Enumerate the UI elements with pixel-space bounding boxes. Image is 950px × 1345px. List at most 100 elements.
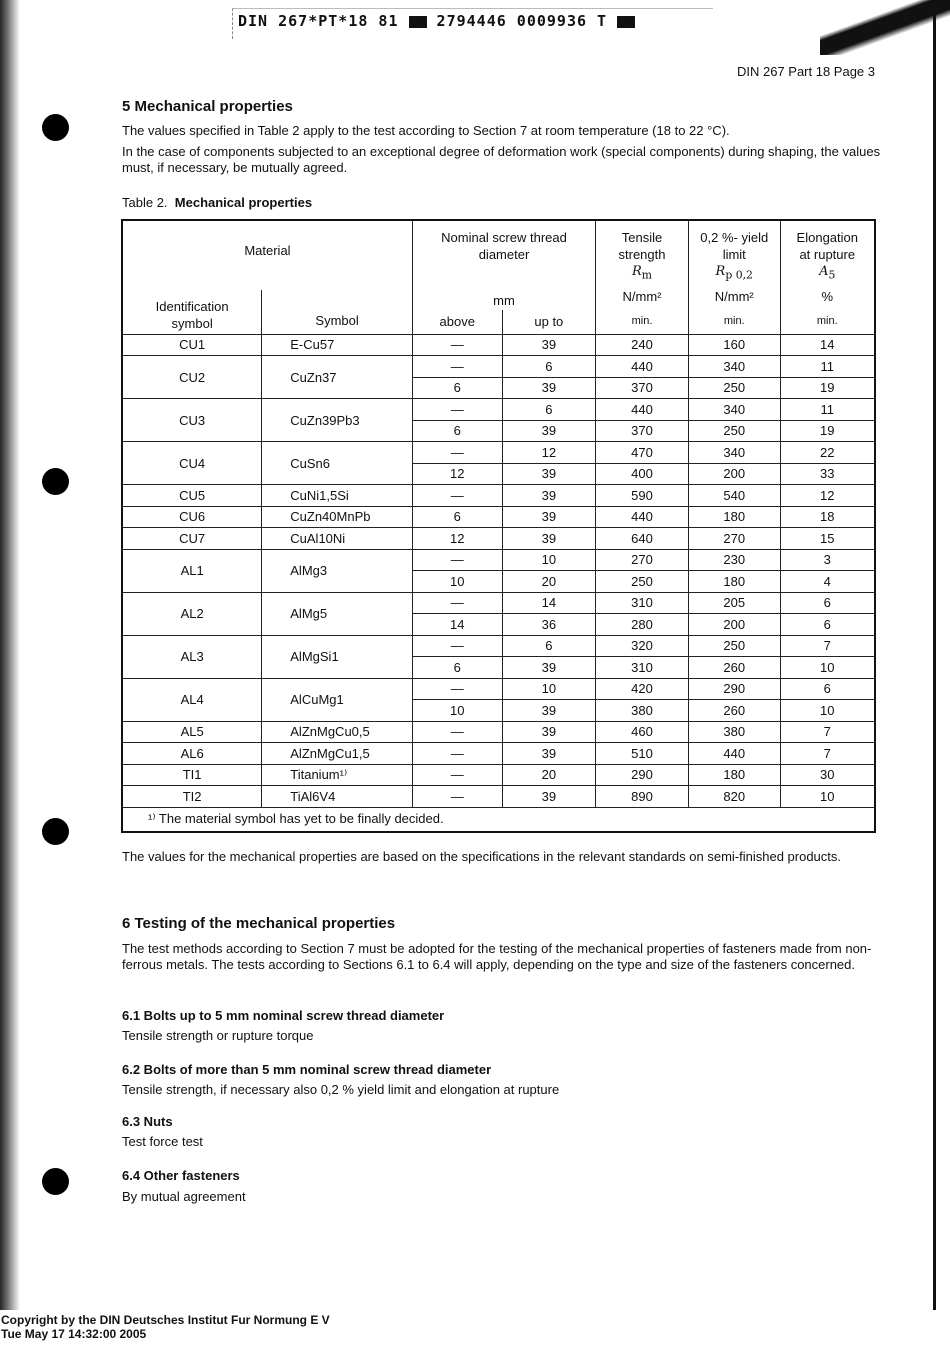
material-symbol-cell: AlMg3	[261, 548, 413, 593]
yield-limit-cell: 200	[687, 462, 781, 485]
material-symbol-cell: E-Cu57	[261, 333, 413, 356]
up-to-cell: 36	[501, 613, 597, 636]
tensile-strength-cell: 460	[595, 720, 689, 743]
elongation-cell: 19	[779, 376, 876, 399]
section-5-para-1: The values specified in Table 2 apply to…	[122, 123, 730, 138]
tensile-strength-cell: 590	[595, 484, 689, 507]
tensile-strength-cell: 440	[595, 398, 689, 421]
punch-hole	[42, 818, 69, 845]
above-cell: —	[411, 634, 503, 657]
up-to-cell: 6	[501, 355, 597, 378]
yield-min: min.	[723, 314, 745, 327]
yield-limit-cell: 270	[687, 527, 781, 550]
identification-symbol-cell: AL3	[121, 634, 263, 679]
table-row: CU7 CuAl10Ni 12 39 640 270 15	[121, 527, 876, 550]
material-symbol-cell: CuZn40MnPb	[261, 505, 413, 528]
elongation-cell: 3	[779, 548, 876, 571]
table-row: 10 39 380 260 10	[122, 699, 876, 722]
tensile-strength-cell: 370	[595, 419, 689, 442]
yield-symbol: Rp 0,2	[715, 264, 753, 282]
elongation-cell: 18	[779, 505, 876, 528]
material-symbol-cell: TiAl6V4	[261, 785, 413, 808]
subsection-6-4-title: 6.4 Other fasteners	[122, 1168, 240, 1183]
subsection-6-1-title: 6.1 Bolts up to 5 mm nominal screw threa…	[122, 1008, 445, 1023]
tensile-min: min.	[631, 314, 653, 327]
timestamp-line: Tue May 17 14:32:00 2005	[1, 1327, 147, 1341]
header-yield: 0,2 %- yield limit Rp 0,2 N/mm² min.	[687, 219, 781, 335]
subsection-6-4-text: By mutual agreement	[122, 1189, 246, 1204]
table-row: 14 36 280 200 6	[122, 613, 876, 636]
elongation-cell: 12	[779, 484, 876, 507]
after-table-note: The values for the mechanical properties…	[122, 849, 842, 864]
up-to-cell: 39	[501, 462, 597, 485]
up-to-cell: 39	[501, 505, 597, 528]
header-code: DIN 267*PT*18 81 2794446 0009936 T	[238, 12, 636, 30]
above-cell: —	[411, 333, 503, 356]
material-symbol-cell: AlMg5	[261, 591, 413, 636]
header-tensile: Tensile strength Rm N/mm² min.	[595, 219, 689, 335]
header-up-to: up to	[501, 310, 597, 335]
yield-limit-cell: 180	[687, 763, 781, 786]
up-to-cell: 39	[501, 720, 597, 743]
identification-symbol-cell: AL6	[121, 742, 263, 765]
up-to-cell: 39	[501, 785, 597, 808]
above-cell: —	[411, 763, 503, 786]
up-to-cell: 39	[501, 376, 597, 399]
punch-hole	[42, 1168, 69, 1195]
caption-title: Mechanical properties	[174, 195, 313, 210]
tensile-strength-cell: 400	[595, 462, 689, 485]
yield-limit-cell: 820	[687, 785, 781, 808]
section-6-title: 6 Testing of the mechanical properties	[122, 915, 396, 932]
above-cell: —	[411, 785, 503, 808]
section-6-para: The test methods according to Section 7 …	[122, 941, 872, 972]
yield-limit-cell: 160	[687, 333, 781, 356]
scan-edge-left	[0, 0, 20, 1310]
yield-limit-cell: 340	[687, 441, 781, 464]
up-to-cell: 20	[501, 570, 597, 593]
material-symbol-cell: CuNi1,5Si	[261, 484, 413, 507]
tensile-strength-cell: 890	[595, 785, 689, 808]
identification-symbol-cell: AL2	[121, 591, 263, 636]
above-cell: 6	[411, 656, 503, 679]
yield-limit-cell: 440	[687, 742, 781, 765]
elongation-cell: 6	[779, 591, 876, 614]
identification-symbol-cell: CU7	[121, 527, 263, 550]
up-to-cell: 10	[501, 548, 597, 571]
yield-limit-cell: 260	[687, 656, 781, 679]
table-row: CU3 CuZn39Pb3—6 440 340 11	[121, 398, 876, 442]
tensile-strength-cell: 640	[595, 527, 689, 550]
elongation-cell: 11	[779, 398, 876, 421]
table-row: AL4 AlCuMg1—10 420 290 6	[121, 677, 876, 722]
caption-label: Table 2.	[122, 195, 168, 210]
elongation-cell: 7	[779, 634, 876, 657]
elongation-symbol: A5	[819, 264, 836, 282]
tensile-strength-cell: 380	[595, 699, 689, 722]
yield-limit-cell: 290	[687, 677, 781, 700]
table-body: CU1 E-Cu57—39 240 160 14 CU2 CuZn37—6 440 340 11 6…	[121, 333, 876, 808]
above-cell: 6	[411, 419, 503, 442]
header-above: above	[411, 310, 503, 335]
table-row: TI2 TiAl6V4—39 890 820 10	[121, 785, 876, 808]
header-nominal-unit: mm	[411, 290, 597, 310]
elongation-cell: 30	[779, 763, 876, 786]
header-nominal: Nominal screw thread diameter	[411, 219, 597, 290]
header-code-box	[232, 8, 713, 39]
table-row: CU5 CuNi1,5Si —39 590 540 12	[121, 484, 876, 507]
up-to-cell: 6	[501, 398, 597, 421]
elongation-cell: 19	[779, 419, 876, 442]
tensile-label: Tensile strength	[618, 230, 666, 262]
tensile-strength-cell: 280	[595, 613, 689, 636]
subsection-6-2-text: Tensile strength, if necessary also 0,2 …	[122, 1082, 560, 1097]
up-to-cell: 14	[501, 591, 597, 614]
elongation-cell: 15	[779, 527, 876, 550]
above-cell: —	[411, 398, 503, 421]
yield-limit-cell: 180	[687, 505, 781, 528]
yield-limit-cell: 340	[687, 398, 781, 421]
elongation-cell: 10	[779, 699, 876, 722]
above-cell: 6	[411, 505, 503, 528]
up-to-cell: 6	[501, 634, 597, 657]
identification-symbol-cell: CU4	[121, 441, 263, 485]
table-footnote: ¹⁾ The material symbol has yet to be fin…	[121, 806, 876, 832]
up-to-cell: 39	[501, 527, 597, 550]
yield-limit-cell: 380	[687, 720, 781, 743]
